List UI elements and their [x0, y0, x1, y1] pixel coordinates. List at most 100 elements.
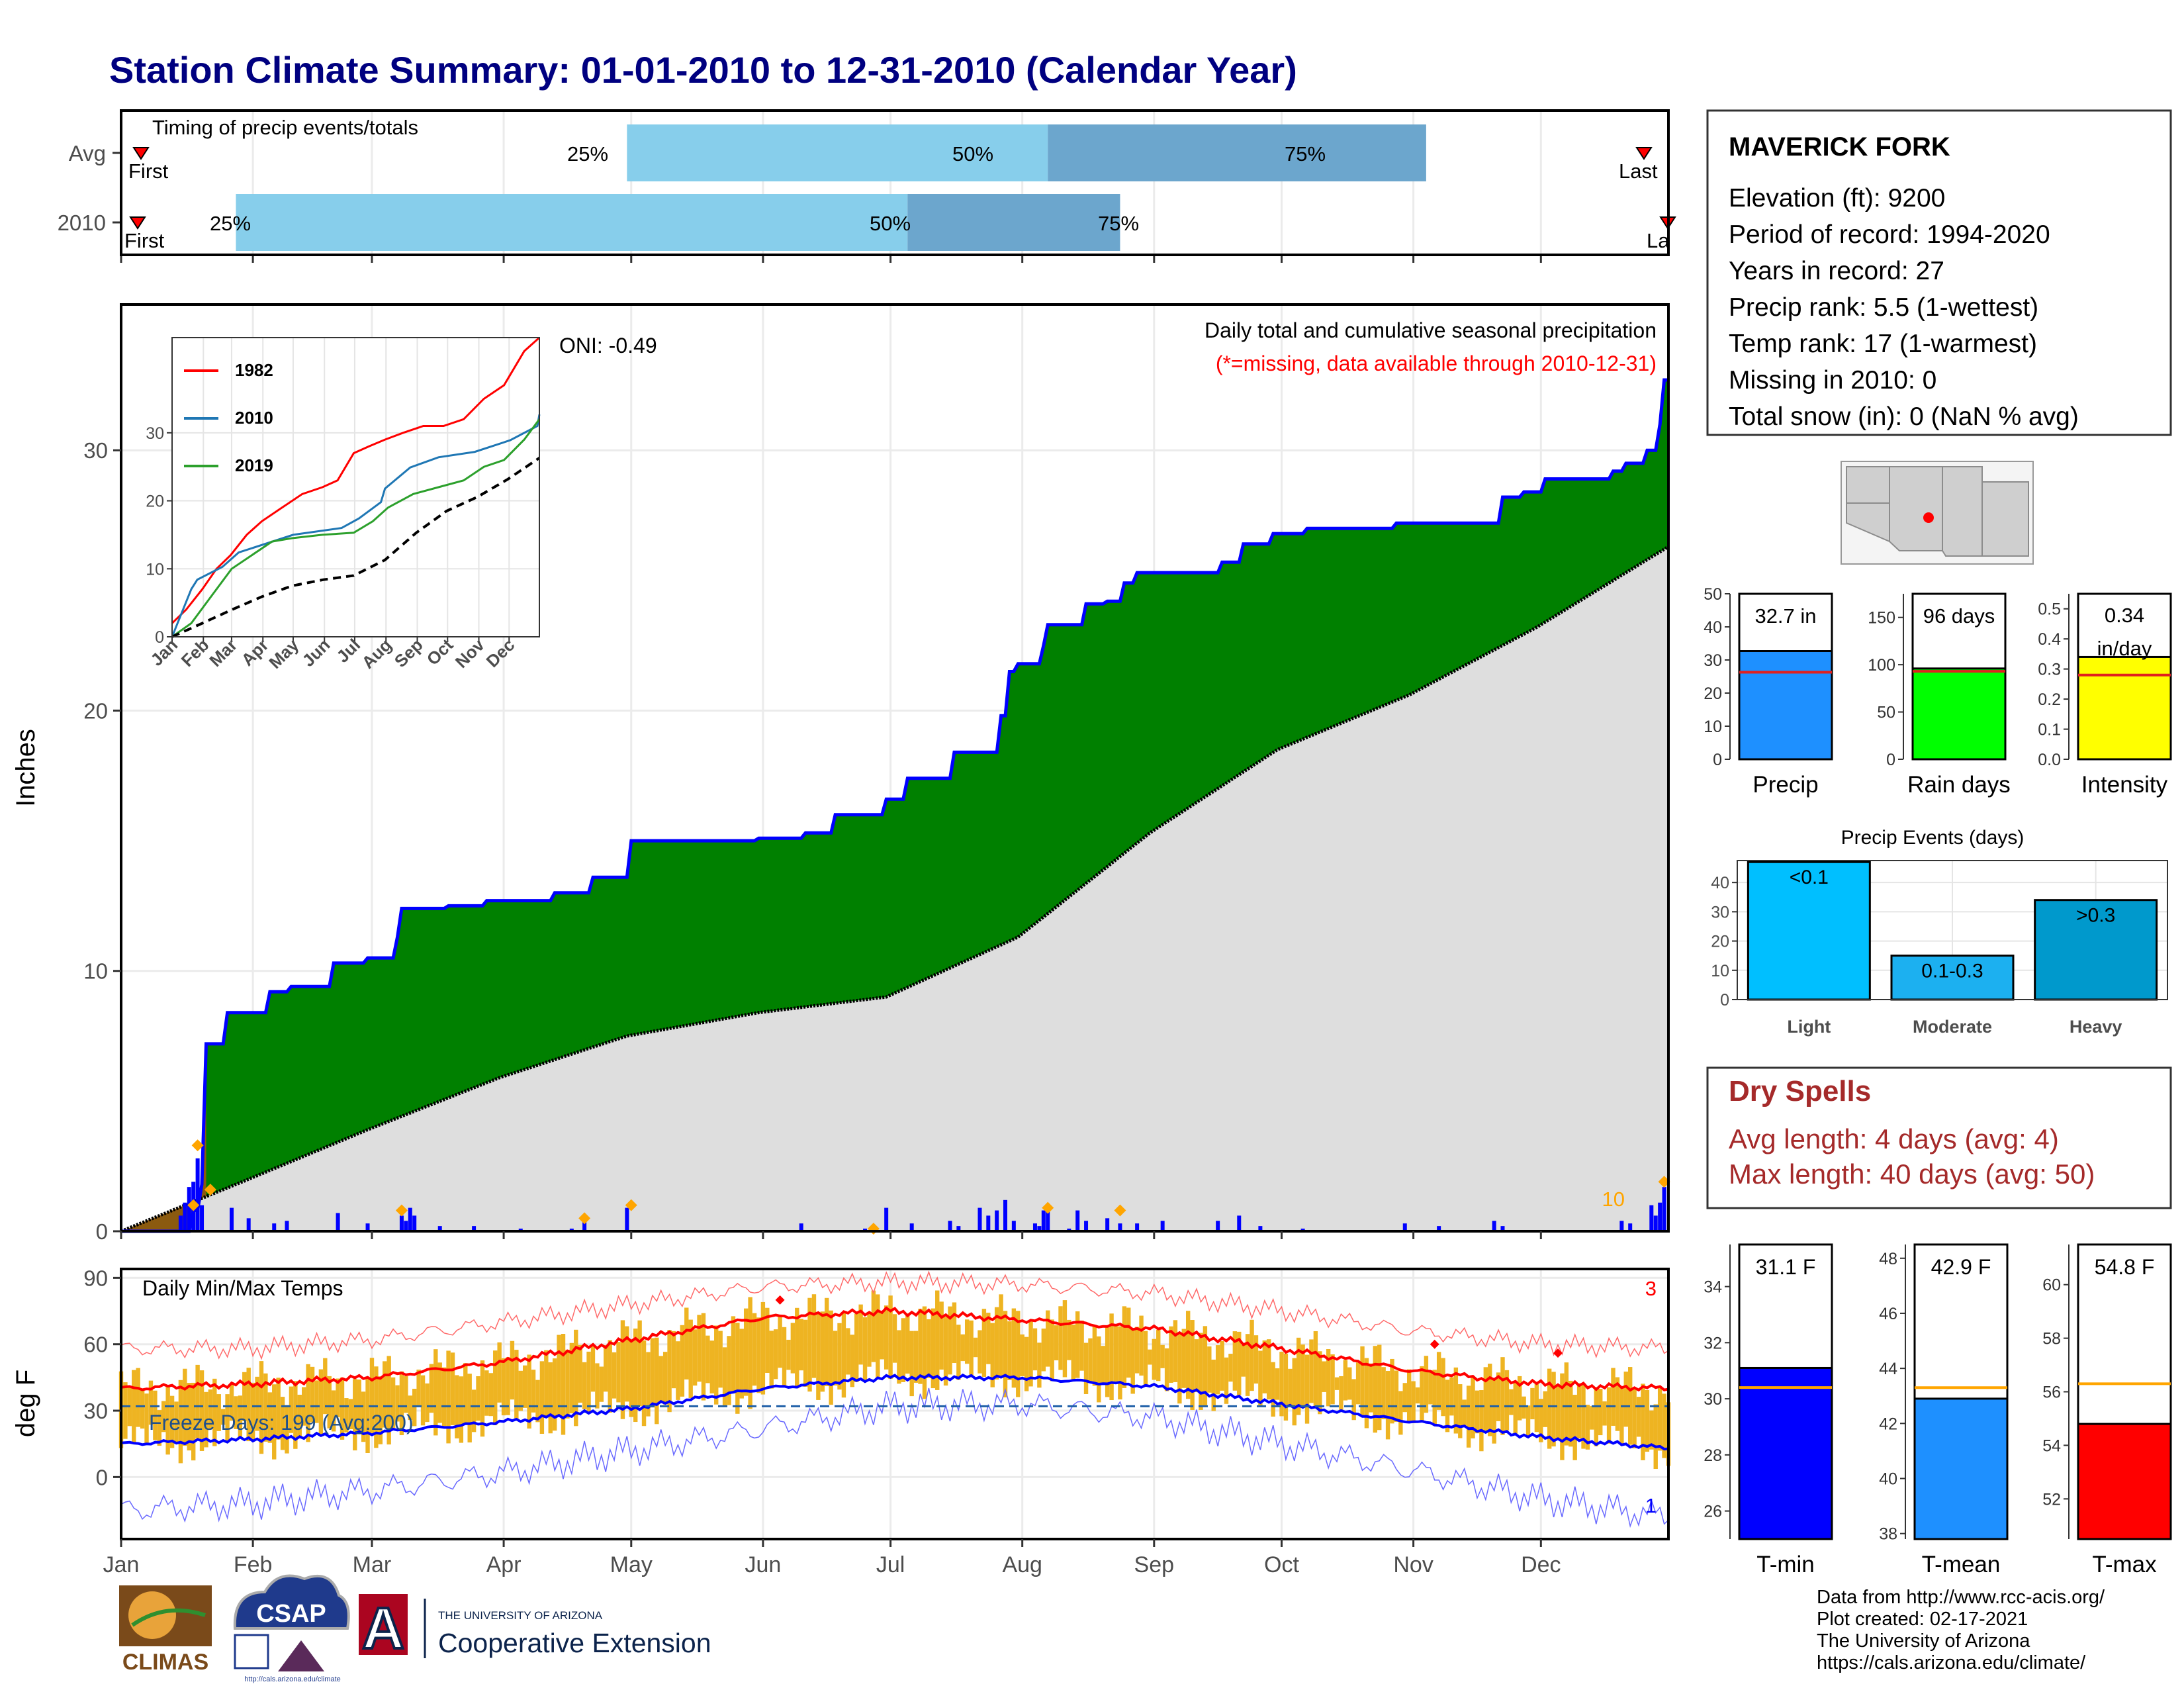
- extreme-event-marker: [1114, 1204, 1126, 1217]
- daily-temp-bar: [1194, 1339, 1199, 1393]
- timing-last-label-2010: La: [1647, 229, 1670, 252]
- missing-note: (*=missing, data available through 2010-…: [1216, 352, 1657, 375]
- daily-temp-bar: [552, 1358, 557, 1431]
- daily-temp-bar: [306, 1364, 310, 1442]
- daily-temp-bar: [1449, 1377, 1454, 1416]
- daily-temp-bar: [1649, 1410, 1654, 1450]
- daily-temp-bar: [1271, 1362, 1275, 1417]
- summary-bar-label: Intensity: [2081, 772, 2168, 798]
- daily-precip-bar: [195, 1158, 200, 1231]
- daily-temp-bar: [476, 1376, 480, 1421]
- events-y-tick-label: 40: [1711, 874, 1729, 892]
- events-bar-label: >0.3: [2076, 905, 2115, 927]
- daily-temp-bar: [1007, 1321, 1012, 1380]
- daily-temp-bar: [361, 1391, 366, 1442]
- daily-temp-bar: [1134, 1327, 1140, 1374]
- daily-temp-bar: [939, 1301, 944, 1370]
- summary-y-tick-label: 0.2: [2038, 690, 2061, 709]
- daily-temp-bar: [1262, 1340, 1267, 1393]
- daily-temp-bar: [662, 1352, 668, 1405]
- daily-precip-bar: [582, 1218, 587, 1231]
- daily-temp-bar: [174, 1401, 179, 1443]
- daily-precip-bar: [1160, 1221, 1165, 1231]
- daily-temp-bar: [1203, 1326, 1208, 1407]
- daily-temp-bar: [1534, 1384, 1539, 1432]
- daily-temp-bar: [1011, 1308, 1017, 1388]
- daily-precip-bar: [187, 1187, 191, 1231]
- daily-temp-bar: [1530, 1387, 1535, 1420]
- temp-summary-value-label: 54.8 F: [2095, 1255, 2155, 1279]
- daily-temp-bar: [255, 1376, 259, 1431]
- daily-temp-bar: [1334, 1377, 1340, 1390]
- summary-bar-intensity: [2077, 655, 2172, 761]
- cumulative-2010-line: [121, 378, 1668, 1233]
- daily-temp-bar: [935, 1290, 940, 1390]
- daily-temp-bar: [204, 1391, 208, 1448]
- daily-temp-bar: [1627, 1367, 1633, 1445]
- daily-temp-bar: [880, 1312, 884, 1360]
- daily-temp-bar: [336, 1378, 340, 1418]
- daily-temp-bar: [641, 1340, 647, 1427]
- temp-y-tick-label: 60: [83, 1333, 108, 1357]
- inset-line-2010: [171, 414, 541, 637]
- daily-temp-bar: [220, 1409, 226, 1425]
- temp-summary-y-tick-label: 56: [2042, 1383, 2061, 1402]
- daily-temp-bar: [390, 1377, 396, 1429]
- summary-y-tick-label: 0.3: [2038, 661, 2061, 679]
- daily-temp-bar: [1576, 1383, 1582, 1439]
- freeze-days-label: Freeze Days: 199 (Avg:200): [149, 1411, 414, 1434]
- daily-temp-bar: [790, 1323, 796, 1374]
- timing-percent-label: 50%: [952, 142, 993, 165]
- csap-cloud-icon: [233, 1574, 350, 1630]
- daily-temp-bar: [1326, 1348, 1331, 1407]
- daily-temp-bar: [340, 1377, 345, 1440]
- page-title: Station Climate Summary: 01-01-2010 to 1…: [109, 49, 1297, 91]
- daily-temp-bar: [1071, 1324, 1075, 1381]
- month-label: Apr: [486, 1552, 522, 1577]
- summary-y-tick-label: 30: [1704, 651, 1722, 670]
- daily-temp-bar: [1590, 1406, 1594, 1430]
- daily-temp-bar: [841, 1313, 846, 1398]
- daily-temp-bar: [986, 1313, 991, 1364]
- temp-y-tick-label: 30: [83, 1399, 108, 1423]
- daily-temp-bar: [871, 1290, 876, 1362]
- daily-temp-bar: [1130, 1328, 1135, 1394]
- daily-temp-bar: [586, 1351, 591, 1413]
- dry-spells-max: Max length: 40 days (avg: 50): [1729, 1158, 2095, 1190]
- daily-temp-bar: [1152, 1338, 1157, 1380]
- daily-precip-bar: [1658, 1202, 1662, 1231]
- daily-temp-bar: [272, 1384, 277, 1460]
- daily-temp-bar: [825, 1297, 829, 1387]
- daily-temp-bar: [760, 1301, 766, 1395]
- daily-temp-bar: [1050, 1319, 1054, 1382]
- daily-temp-bar: [1492, 1378, 1496, 1444]
- timing-first-label-2010: First: [124, 229, 165, 252]
- daily-precip-bar: [365, 1223, 370, 1231]
- daily-temp-bar: [1360, 1346, 1365, 1417]
- inset-legend-label: 1982: [235, 360, 273, 380]
- daily-temp-bar: [1398, 1391, 1403, 1435]
- daily-temp-bar: [412, 1388, 417, 1427]
- daily-temp-bar: [1092, 1325, 1097, 1386]
- events-bar-label: 0.1-0.3: [1921, 961, 1983, 982]
- record-high-marker: [1430, 1339, 1439, 1349]
- daily-temp-bar: [1623, 1372, 1628, 1427]
- daily-temp-bar: [1258, 1350, 1263, 1407]
- precip-y-label: Inches: [11, 729, 40, 807]
- daily-precip-bar: [183, 1202, 187, 1231]
- daily-temp-bar: [267, 1392, 273, 1443]
- daily-temp-bar: [655, 1337, 659, 1425]
- csap-grid-icon: [234, 1634, 269, 1669]
- precip-events-chart: Precip Events (days) <0.1 Light 0.1-0.3 Mod…: [1711, 827, 2168, 1037]
- daily-temp-bar: [1241, 1344, 1246, 1377]
- daily-temp-bar: [1160, 1344, 1165, 1368]
- daily-temp-bar: [1207, 1346, 1212, 1393]
- temp-summary-y-tick-label: 44: [1879, 1360, 1897, 1378]
- events-bar-label: <0.1: [1790, 867, 1829, 888]
- events-bar-heavy: [2034, 899, 2158, 1001]
- daily-temp-bar: [659, 1356, 663, 1403]
- daily-temp-bar: [637, 1320, 642, 1407]
- temp-summary-y-tick-label: 46: [1879, 1305, 1897, 1323]
- daily-temp-bar: [216, 1394, 221, 1431]
- daily-temp-bar: [539, 1361, 545, 1434]
